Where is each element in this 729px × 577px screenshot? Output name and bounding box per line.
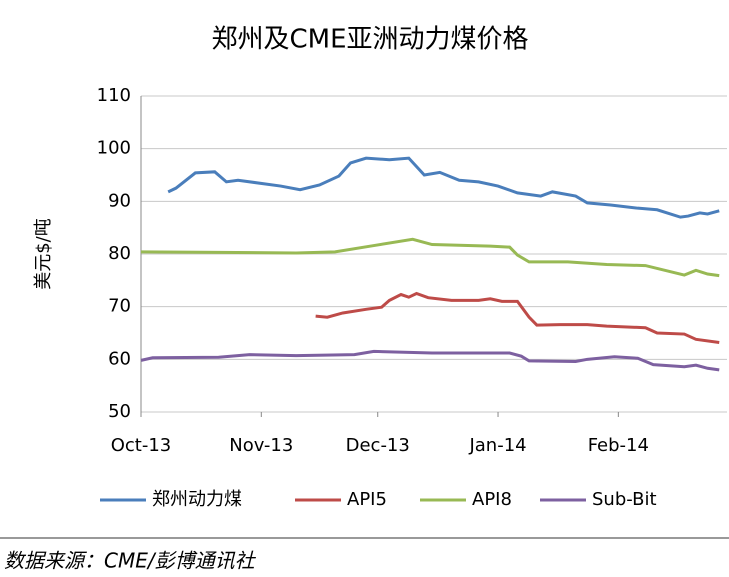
y-tick-label: 80 [108, 243, 131, 264]
x-tick-label: Jan-14 [468, 435, 526, 456]
legend-label: 郑州动力煤 [152, 489, 242, 510]
series-line [140, 349, 720, 372]
y-tick-label: 90 [108, 190, 131, 211]
x-tick-label: Feb-14 [588, 435, 649, 456]
y-axis-label: 美元$/吨 [33, 218, 54, 290]
y-tick-label: 110 [97, 85, 131, 106]
x-tick-label: Oct-13 [111, 435, 172, 456]
y-tick-label: 50 [108, 401, 131, 422]
x-tick-label: Nov-13 [229, 435, 293, 456]
series-line [167, 156, 720, 219]
series-line [315, 291, 720, 344]
y-tick-label: 60 [108, 348, 131, 369]
x-tick-label: Dec-13 [346, 435, 410, 456]
y-tick-label: 70 [108, 296, 131, 317]
chart-title: 郑州及CME亚洲动力煤价格 [211, 25, 528, 55]
source: 数据来源：CME/彭博通讯社 [4, 549, 257, 573]
legend-label: API5 [347, 489, 387, 510]
legend-label: Sub-Bit [592, 489, 657, 510]
series-line [140, 237, 720, 278]
y-tick-label: 100 [97, 138, 131, 159]
legend-label: API8 [472, 489, 512, 510]
